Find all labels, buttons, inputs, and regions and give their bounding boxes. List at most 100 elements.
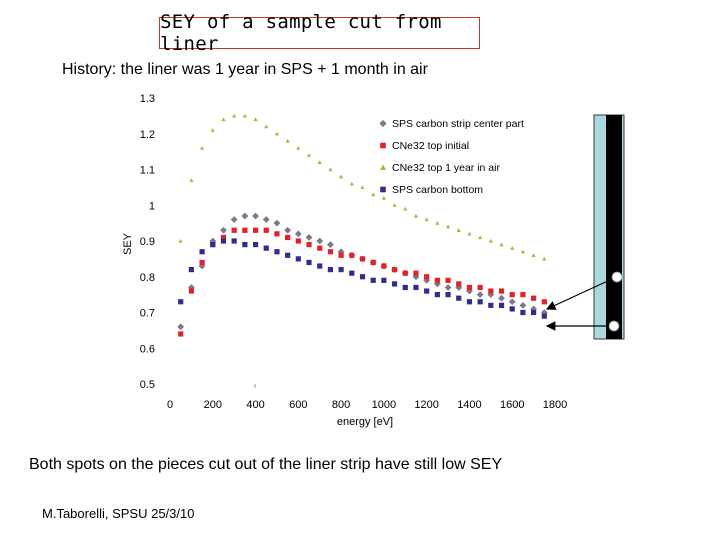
data-point-sps-bottom — [456, 295, 462, 301]
legend-label-cne32-air: CNe32 top 1 year in air — [392, 162, 500, 174]
data-point-sps-bottom — [285, 252, 291, 258]
x-tick-label: 1800 — [543, 399, 567, 411]
data-point-sps-center — [252, 212, 259, 220]
data-point-cne32-initial — [488, 288, 494, 294]
data-point-cne32-initial — [199, 259, 205, 266]
data-point-sps-center — [508, 298, 516, 306]
data-point-sps-bottom — [231, 238, 237, 244]
legend-label-sps-center: SPS carbon strip center part — [392, 118, 524, 130]
data-point-cne32-air — [199, 145, 205, 150]
data-point-cne32-initial — [520, 292, 526, 298]
data-point-sps-bottom — [541, 313, 547, 319]
data-point-cne32-air — [499, 242, 504, 247]
data-point-cne32-initial — [274, 231, 280, 237]
data-point-cne32-air — [435, 221, 440, 225]
liner-strip-diagram — [593, 114, 625, 340]
legend-marker-sps-bottom — [380, 186, 386, 193]
x-tick-label: 200 — [204, 399, 222, 411]
x-axis-label: energy [eV] — [337, 416, 393, 428]
data-point-cne32-air — [264, 124, 269, 129]
y-tick-label: 0.7 — [140, 308, 155, 320]
data-point-cne32-air — [339, 174, 344, 179]
y-tick-label: 0.9 — [140, 236, 155, 248]
y-axis-ticks: 1.3 1.2 1.1 1 0.9 0.8 0.7 0.6 0.5 — [140, 93, 155, 391]
data-point-cne32-initial — [178, 331, 184, 337]
x-tick-label: 1600 — [500, 399, 524, 411]
data-point-cne32-air — [178, 238, 183, 243]
data-point-cne32-air — [488, 238, 493, 243]
data-point-sps-center — [220, 226, 227, 234]
data-point-sps-bottom — [274, 249, 280, 255]
data-point-cne32-air — [413, 213, 419, 218]
data-point-cne32-air — [253, 117, 258, 122]
data-point-cne32-air — [232, 113, 237, 118]
footer-credit: M.Taborelli, SPSU 25/3/10 — [42, 506, 195, 521]
data-point-sps-bottom — [252, 241, 259, 248]
x-tick-label: 1200 — [414, 399, 438, 411]
data-point-cne32-initial — [220, 234, 227, 241]
data-point-cne32-initial — [188, 288, 194, 294]
data-point-sps-bottom — [531, 309, 537, 316]
data-point-sps-bottom — [413, 284, 419, 291]
legend-marker-cne32-initial — [380, 142, 386, 149]
arrow-top-spot — [545, 278, 613, 310]
data-point-cne32-initial — [466, 284, 473, 291]
x-tick-label: 1400 — [457, 399, 481, 411]
series-cne32-initial — [178, 227, 547, 337]
data-point-sps-bottom — [520, 309, 526, 316]
data-point-cne32-air — [520, 249, 526, 254]
sample-spot-bottom — [608, 320, 620, 332]
data-point-cne32-initial — [391, 267, 398, 273]
data-point-cne32-initial — [252, 227, 259, 233]
data-point-sps-center — [476, 291, 484, 299]
data-point-cne32-initial — [381, 263, 387, 269]
data-point-sps-bottom — [295, 256, 301, 262]
legend: SPS carbon strip center part CNe32 top in… — [379, 118, 524, 196]
data-point-cne32-initial — [498, 288, 505, 294]
data-point-cne32-initial — [541, 299, 547, 305]
data-point-sps-bottom — [445, 292, 451, 298]
data-point-cne32-air — [189, 178, 194, 182]
data-point-cne32-initial — [295, 238, 301, 244]
data-point-sps-center — [316, 237, 324, 245]
data-point-cne32-air — [371, 192, 376, 197]
data-point-sps-bottom — [220, 238, 227, 244]
data-point-cne32-air — [296, 145, 301, 150]
data-point-sps-bottom — [434, 292, 440, 298]
data-point-sps-center — [230, 216, 238, 223]
x-tick-label: 1000 — [372, 399, 396, 411]
data-point-cne32-air — [306, 153, 312, 157]
data-point-sps-bottom — [391, 281, 398, 287]
data-point-cne32-air — [445, 224, 451, 229]
data-point-cne32-initial — [434, 277, 440, 283]
data-point-cne32-air — [456, 228, 461, 232]
data-point-cne32-air — [403, 206, 408, 211]
sample-spot-top — [611, 271, 623, 283]
data-point-cne32-air — [392, 203, 397, 207]
x-axis-ticks: 0 200 400 600 800 1000 1200 1400 1600 1800 — [167, 399, 567, 411]
data-point-sps-center — [412, 273, 420, 281]
data-point-sps-center — [177, 323, 185, 331]
data-point-sps-bottom — [327, 267, 334, 273]
data-point-sps-bottom — [178, 299, 184, 305]
data-point-cne32-initial — [285, 234, 291, 241]
data-point-sps-bottom — [370, 277, 376, 283]
data-point-sps-bottom — [509, 306, 515, 312]
data-point-sps-bottom — [488, 302, 494, 308]
data-point-cne32-initial — [413, 270, 419, 276]
x-tick-label: 0 — [167, 399, 173, 411]
data-point-cne32-initial — [509, 292, 515, 298]
data-point-cne32-air — [210, 128, 215, 132]
data-point-cne32-air — [360, 185, 365, 190]
data-point-sps-bottom — [306, 259, 312, 266]
data-point-cne32-initial — [477, 284, 483, 291]
y-tick-label: 1 — [149, 200, 155, 212]
data-point-sps-center — [241, 212, 249, 220]
series-sps-bottom — [178, 238, 547, 319]
legend-label-sps-bottom: SPS carbon bottom — [392, 184, 483, 196]
data-point-sps-bottom — [263, 245, 269, 251]
data-point-sps-bottom — [242, 241, 248, 248]
data-point-cne32-initial — [263, 227, 269, 233]
data-point-sps-center — [498, 294, 505, 302]
